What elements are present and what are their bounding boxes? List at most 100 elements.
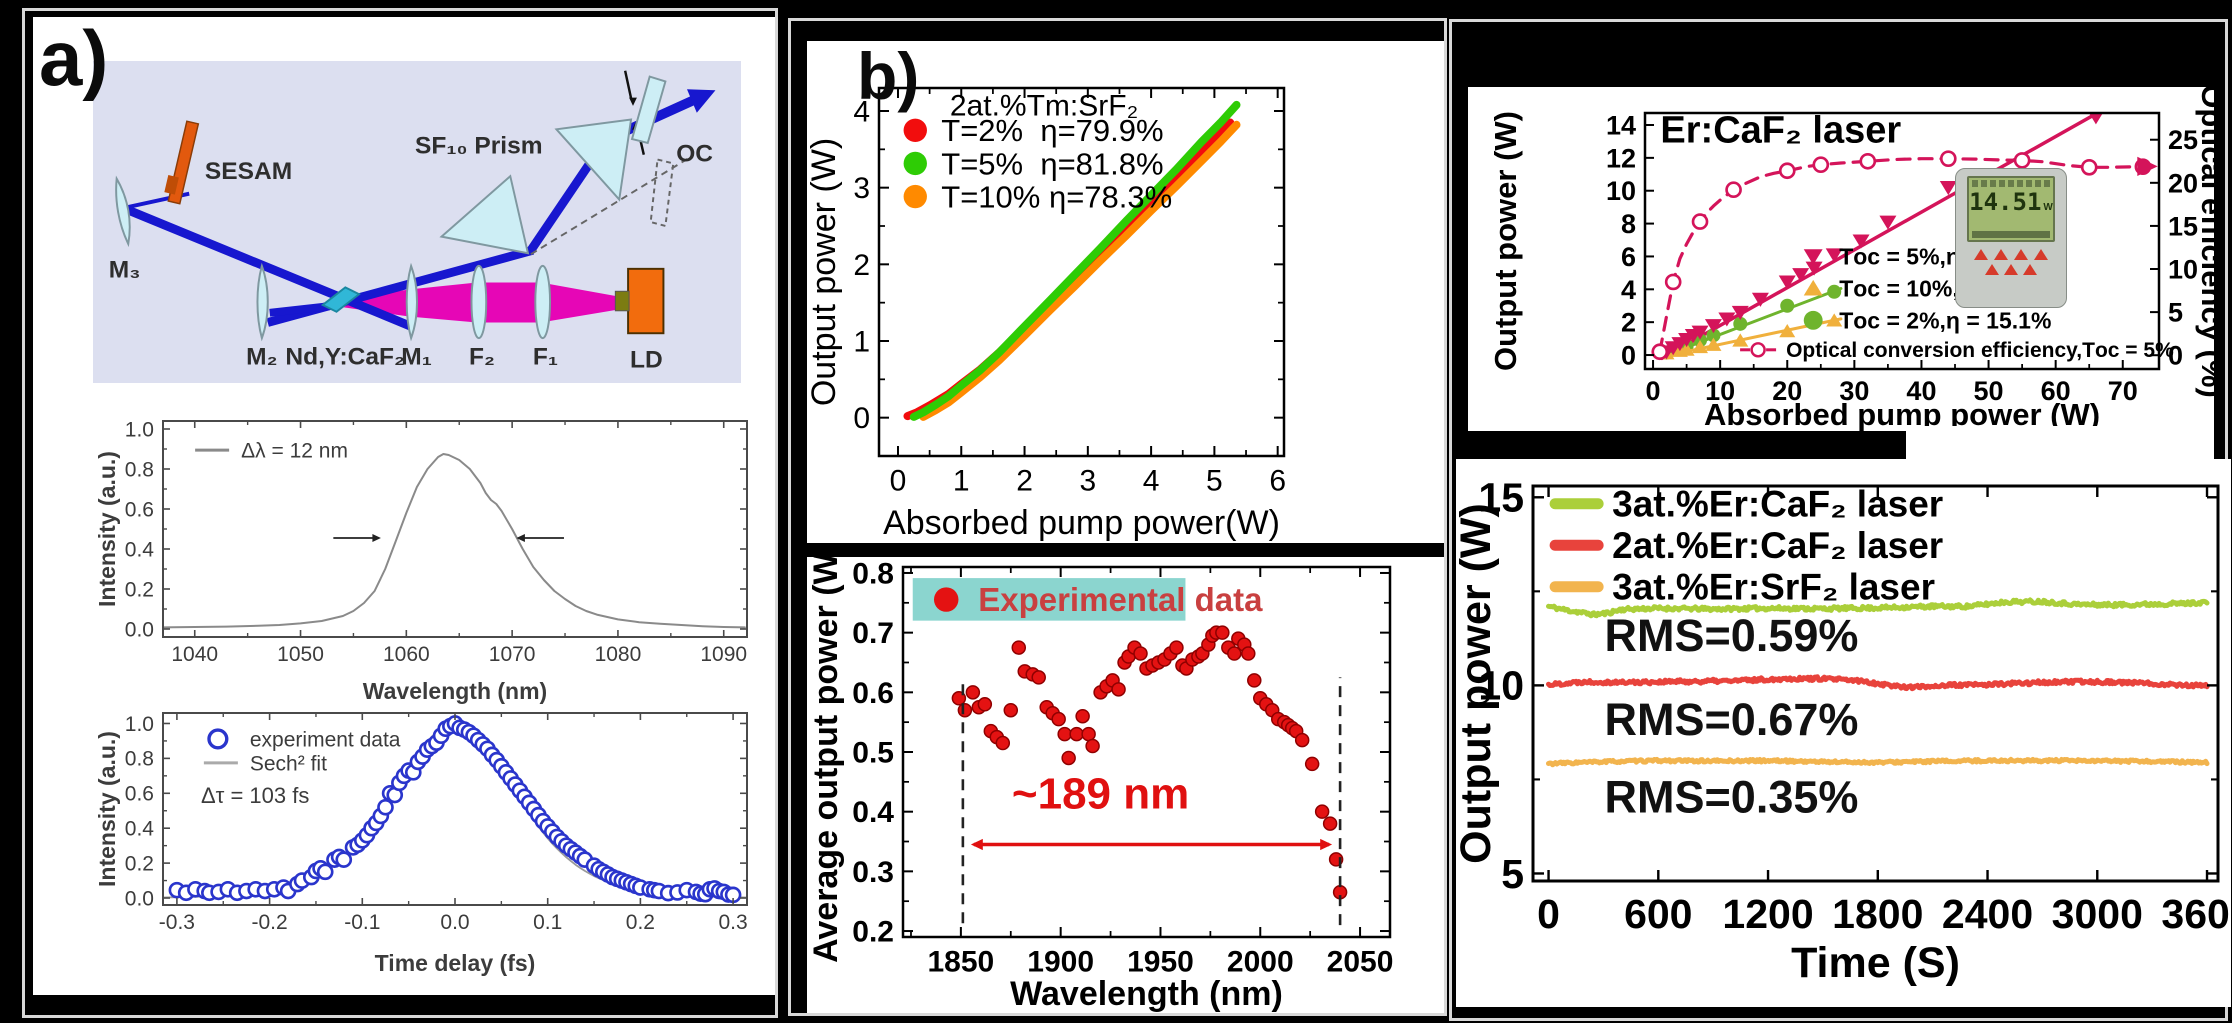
svg-text:1800: 1800	[1832, 891, 1923, 937]
svg-text:5: 5	[1501, 851, 1524, 897]
svg-text:3: 3	[1079, 465, 1096, 498]
svg-text:0.3: 0.3	[852, 856, 894, 889]
laser-cavity-diagram: M₃ SESAM SF₁₀ Prism OC M₂ Nd,Y:CaF₂ M₁ F₂ F₁ LD	[93, 61, 741, 383]
svg-text:2: 2	[1621, 308, 1636, 338]
svg-text:0: 0	[1646, 376, 1661, 406]
svg-text:0.2: 0.2	[852, 916, 894, 949]
svg-text:Wavelength (nm): Wavelength (nm)	[1010, 975, 1283, 1013]
svg-text:Δλ = 12 nm: Δλ = 12 nm	[241, 440, 348, 463]
tm-srf2-output-power-chart: 0 1 2 3 4 5 6 0 1 2 3 4 Absorbed pump power(W) Output…	[807, 41, 1444, 543]
svg-text:4: 4	[853, 96, 870, 129]
svg-text:RMS=0.35%: RMS=0.35%	[1605, 772, 1859, 823]
meter-button-icon	[1974, 249, 1988, 260]
svg-text:5: 5	[1206, 465, 1223, 498]
panel-b-bottom-card: 1850 1900 1950 2000 2050 0.2 0.3 0.4 0.5 0.6 0.7 0.…	[807, 557, 1444, 1013]
svg-text:20: 20	[2168, 168, 2198, 198]
svg-text:M₂: M₂	[246, 344, 277, 371]
power-meter-inset: 14.51 W	[1955, 168, 2067, 308]
svg-text:60: 60	[2041, 376, 2071, 406]
svg-text:5: 5	[2168, 298, 2183, 328]
meter-button-icon	[1985, 264, 1999, 275]
svg-text:Intensity (a.u.): Intensity (a.u.)	[94, 451, 120, 607]
svg-text:T=2% η=79.9%: T=2% η=79.9%	[941, 113, 1163, 148]
svg-text:3000: 3000	[2052, 891, 2143, 937]
panel-b-top-card: b) 0 1 2 3 4 5 6 0 1 2 3 4 Absorbed pump power(W) Out…	[807, 41, 1444, 543]
meter-button-icon	[1994, 249, 2008, 260]
svg-text:10: 10	[1705, 376, 1735, 406]
svg-text:Average output power (W): Average output power (W)	[807, 557, 845, 963]
svg-text:0.7: 0.7	[852, 617, 894, 650]
svg-text:1050: 1050	[277, 643, 324, 666]
panel-c-bottom-card: 0 600 1200 1800 2400 3000 3600 5 10 15 Time (S) Out…	[1456, 459, 2231, 1007]
svg-text:0.4: 0.4	[125, 538, 155, 561]
panel-a-label: a)	[39, 14, 109, 102]
svg-text:Output power (W): Output power (W)	[1488, 111, 1523, 371]
panel-c-top-card: 0 10 20 30 40 50 60 70 0 2 4 6 8 10 12 14 0 5 10 15 20 25 Abso…	[1468, 87, 2214, 431]
svg-text:0.5: 0.5	[852, 737, 894, 770]
meter-button-icon	[2034, 249, 2048, 260]
svg-text:0.0: 0.0	[125, 887, 154, 910]
svg-text:2: 2	[1016, 465, 1033, 498]
svg-text:Sech² fit: Sech² fit	[250, 752, 327, 775]
spectrum-chart: 1040 1050 1060 1070 1080 1090 0.0 0.2 0.4 0.6 0.8 1…	[71, 395, 775, 721]
svg-text:0.4: 0.4	[852, 796, 894, 829]
svg-text:Output power (W): Output power (W)	[807, 138, 843, 406]
svg-text:6: 6	[1269, 465, 1286, 498]
svg-text:Output power (W): Output power (W)	[1456, 503, 1500, 864]
svg-text:OC: OC	[676, 141, 713, 168]
svg-text:1900: 1900	[1027, 946, 1094, 979]
power-meter-reading: 14.51 W	[1969, 189, 2053, 221]
svg-text:T=10% η=78.3%: T=10% η=78.3%	[941, 179, 1172, 214]
svg-text:1090: 1090	[700, 643, 747, 666]
svg-text:12: 12	[1606, 143, 1636, 173]
svg-text:RMS=0.59%: RMS=0.59%	[1605, 610, 1859, 661]
svg-text:1: 1	[853, 326, 870, 359]
svg-text:0: 0	[853, 402, 870, 435]
svg-text:LD: LD	[630, 346, 663, 373]
svg-text:~189 nm: ~189 nm	[1012, 770, 1189, 819]
svg-text:Optical efficiency (%): Optical efficiency (%)	[2195, 87, 2214, 398]
svg-text:F₁: F₁	[533, 344, 558, 371]
svg-text:8: 8	[1621, 209, 1636, 239]
svg-text:1.0: 1.0	[125, 418, 154, 441]
svg-text:F₂: F₂	[469, 344, 495, 371]
svg-text:4: 4	[1621, 275, 1636, 305]
svg-text:2at.%Er:CaF₂ laser: 2at.%Er:CaF₂ laser	[1612, 525, 1943, 566]
svg-text:Time delay (fs): Time delay (fs)	[375, 950, 536, 976]
svg-text:3at.%Er:CaF₂ laser: 3at.%Er:CaF₂ laser	[1612, 484, 1943, 525]
svg-text:0.8: 0.8	[125, 748, 154, 771]
svg-text:RMS=0.67%: RMS=0.67%	[1605, 694, 1859, 745]
svg-text:M₃: M₃	[109, 257, 141, 284]
svg-text:Er:CaF₂ laser: Er:CaF₂ laser	[1660, 109, 1901, 151]
svg-text:Δτ = 103 fs: Δτ = 103 fs	[201, 783, 309, 808]
svg-text:70: 70	[2108, 376, 2138, 406]
svg-text:Intensity (a.u.): Intensity (a.u.)	[94, 731, 120, 887]
panel-a-card: a) M₃ SESAM SF₁₀ Prism OC M₂ Nd,Y:CaF₂ M₁ F₂ F₁ L…	[33, 17, 775, 995]
svg-text:0.0: 0.0	[125, 618, 154, 641]
svg-text:0.2: 0.2	[125, 852, 154, 875]
panel-c: 0 10 20 30 40 50 60 70 0 2 4 6 8 10 12 14 0 5 10 15 20 25 Abso…	[1449, 19, 2231, 1021]
svg-text:experiment data: experiment data	[250, 728, 401, 751]
svg-text:0.3: 0.3	[718, 911, 747, 934]
panel-a: a) M₃ SESAM SF₁₀ Prism OC M₂ Nd,Y:CaF₂ M₁ F₂ F₁ L…	[22, 8, 778, 1018]
svg-text:Nd,Y:CaF₂: Nd,Y:CaF₂	[285, 344, 404, 371]
svg-text:14: 14	[1606, 110, 1636, 140]
svg-text:SF₁₀ Prism: SF₁₀ Prism	[415, 133, 543, 160]
svg-text:Optical conversion efficiency,: Optical conversion efficiency,Tᴏᴄ = 5%	[1786, 339, 2174, 362]
svg-text:1070: 1070	[489, 643, 536, 666]
tuning-range-chart: 1850 1900 1950 2000 2050 0.2 0.3 0.4 0.5 0.6 0.7 0.…	[807, 557, 1444, 1013]
svg-text:3600: 3600	[2161, 891, 2231, 937]
power-meter-value: 14.51	[1969, 188, 2042, 216]
svg-text:Experimental data: Experimental data	[978, 581, 1263, 618]
svg-text:0.6: 0.6	[852, 677, 894, 710]
svg-text:2: 2	[853, 249, 870, 282]
power-meter-buttons-lower	[1985, 264, 2037, 275]
svg-text:-0.1: -0.1	[344, 911, 380, 934]
power-meter-status-line	[1972, 180, 2050, 187]
svg-text:600: 600	[1624, 891, 1692, 937]
svg-text:2000: 2000	[1227, 946, 1294, 979]
power-meter-buttons	[1974, 249, 2048, 260]
svg-text:6: 6	[1621, 242, 1636, 272]
panel-b-label: b)	[857, 39, 920, 113]
svg-text:0.8: 0.8	[852, 557, 894, 590]
